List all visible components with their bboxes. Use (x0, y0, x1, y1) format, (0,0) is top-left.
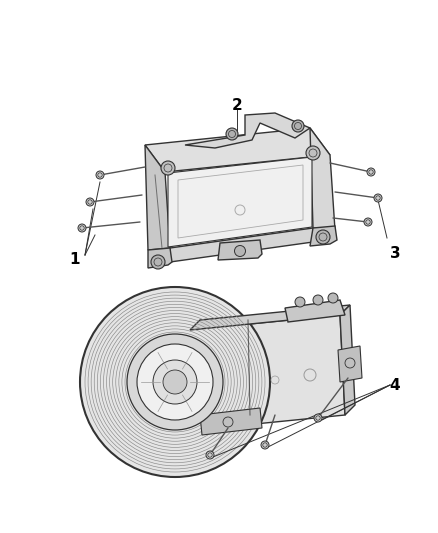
Polygon shape (340, 305, 355, 415)
Circle shape (78, 224, 86, 232)
Circle shape (295, 297, 305, 307)
Circle shape (314, 414, 322, 422)
Text: 1: 1 (70, 253, 80, 268)
Polygon shape (168, 157, 312, 247)
Polygon shape (188, 353, 207, 392)
Polygon shape (170, 228, 313, 262)
Circle shape (364, 218, 372, 226)
Circle shape (86, 198, 94, 206)
Polygon shape (190, 305, 350, 330)
Circle shape (306, 146, 320, 160)
Polygon shape (310, 128, 335, 230)
Polygon shape (310, 226, 337, 246)
Circle shape (226, 128, 238, 140)
Polygon shape (145, 145, 170, 250)
Circle shape (374, 194, 382, 202)
Circle shape (137, 344, 213, 420)
Text: 4: 4 (390, 377, 400, 392)
Circle shape (234, 246, 246, 256)
Circle shape (206, 451, 214, 459)
Polygon shape (218, 240, 262, 260)
Circle shape (151, 255, 165, 269)
Text: 2: 2 (232, 98, 242, 112)
Circle shape (127, 334, 223, 430)
Circle shape (367, 168, 375, 176)
Circle shape (316, 230, 330, 244)
Circle shape (163, 370, 187, 394)
Circle shape (313, 295, 323, 305)
Polygon shape (200, 408, 262, 435)
Circle shape (261, 441, 269, 449)
Polygon shape (148, 248, 172, 268)
Polygon shape (185, 113, 310, 148)
Circle shape (292, 120, 304, 132)
Text: 3: 3 (390, 246, 400, 261)
Circle shape (161, 161, 175, 175)
Polygon shape (145, 128, 330, 172)
Polygon shape (285, 300, 345, 322)
Circle shape (153, 360, 197, 404)
Polygon shape (338, 346, 362, 382)
Polygon shape (190, 315, 345, 430)
Circle shape (96, 171, 104, 179)
Circle shape (328, 293, 338, 303)
Circle shape (80, 287, 270, 477)
